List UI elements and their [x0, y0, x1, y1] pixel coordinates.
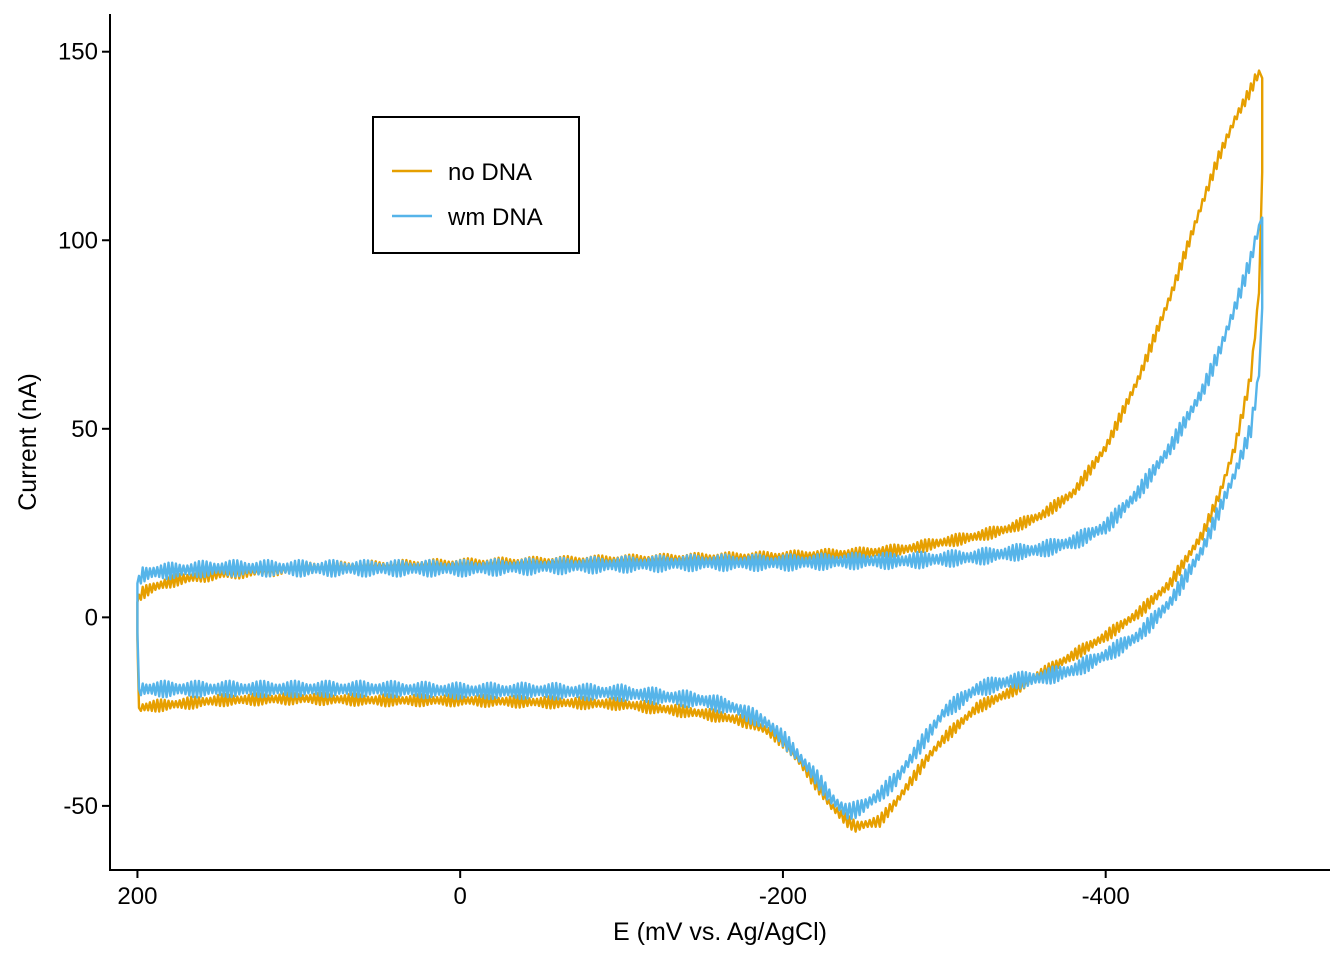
y-tick-label: 50 — [71, 416, 98, 443]
x-tick-label: 0 — [454, 883, 467, 910]
y-tick-label: -50 — [63, 793, 98, 820]
x-axis: 200 0 -200 -400 — [109, 869, 1330, 910]
legend: no DNA wm DNA — [372, 116, 580, 254]
legend-box — [372, 116, 580, 254]
x-tick-label: 200 — [117, 883, 157, 910]
legend-label-wm-dna: wm DNA — [447, 204, 543, 231]
legend-label-no-dna: no DNA — [448, 159, 532, 186]
y-axis: 150 100 50 0 -50 — [58, 14, 111, 871]
y-tick-label: 100 — [58, 227, 98, 254]
series-line-wm-dna — [136, 216, 1264, 820]
series-line-no-dna — [136, 69, 1264, 833]
y-tick-label: 150 — [58, 39, 98, 66]
y-tick-label: 0 — [85, 604, 98, 631]
x-axis-title: E (mV vs. Ag/AgCl) — [613, 918, 827, 946]
x-tick-label: -400 — [1082, 883, 1130, 910]
x-tick-label: -200 — [759, 883, 807, 910]
series-lines — [136, 69, 1264, 833]
y-axis-title: Current (nA) — [14, 373, 42, 511]
